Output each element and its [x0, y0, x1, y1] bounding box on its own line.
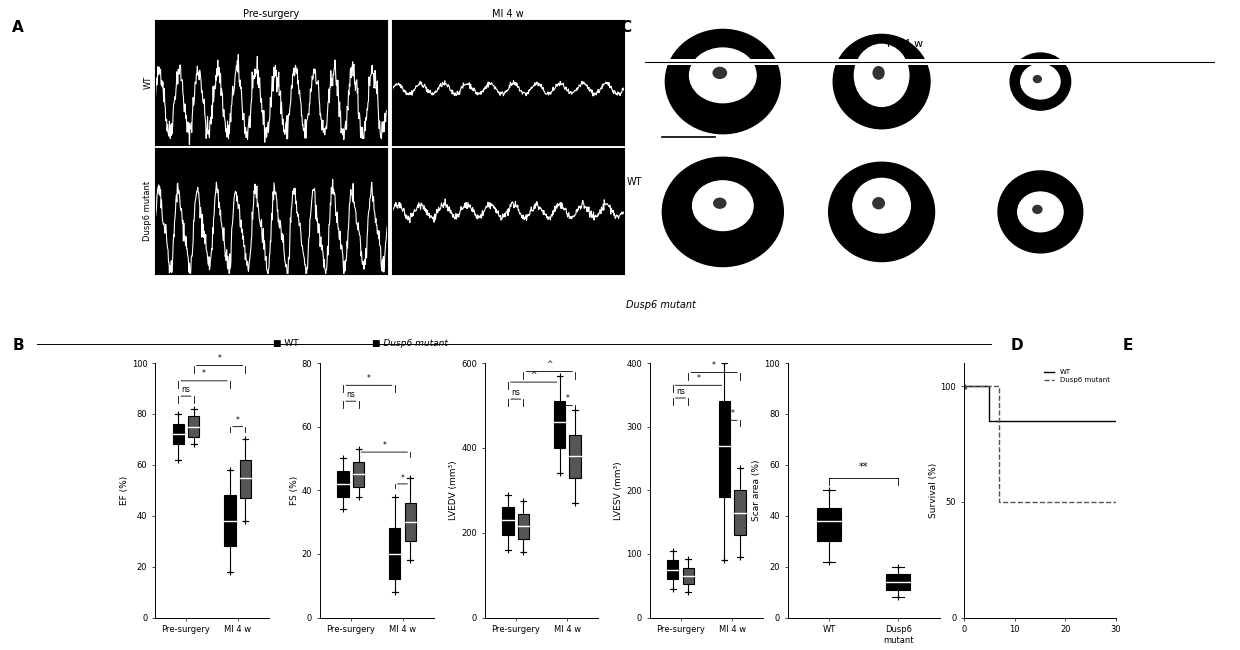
Ellipse shape [873, 67, 884, 79]
Text: ^: ^ [546, 360, 553, 369]
Dusp6 mutant [992, 498, 1007, 506]
Text: D: D [1011, 338, 1023, 353]
Y-axis label: FS (%): FS (%) [290, 476, 299, 505]
Ellipse shape [833, 34, 930, 129]
WT [956, 382, 971, 390]
Ellipse shape [662, 157, 784, 266]
Y-axis label: WT: WT [144, 76, 153, 89]
Legend: WT, Dusp6 mutant: WT, Dusp6 mutant [1042, 367, 1112, 386]
FancyBboxPatch shape [554, 401, 565, 448]
Text: ■ WT: ■ WT [273, 339, 299, 348]
Ellipse shape [1018, 192, 1063, 232]
Text: *: * [218, 354, 222, 363]
FancyBboxPatch shape [337, 471, 348, 497]
Y-axis label: Scar area (%): Scar area (%) [753, 460, 761, 521]
FancyBboxPatch shape [353, 462, 365, 487]
Ellipse shape [689, 48, 756, 103]
FancyBboxPatch shape [239, 460, 252, 498]
Ellipse shape [1011, 53, 1070, 110]
FancyBboxPatch shape [172, 424, 184, 445]
Text: *: * [565, 395, 569, 403]
Ellipse shape [853, 178, 910, 233]
Text: E: E [1122, 338, 1132, 353]
Text: B: B [12, 338, 24, 353]
FancyBboxPatch shape [404, 503, 415, 541]
FancyBboxPatch shape [817, 508, 841, 541]
Text: ns: ns [181, 385, 191, 394]
Text: *: * [236, 416, 239, 424]
Ellipse shape [854, 44, 909, 107]
WT [1109, 417, 1123, 424]
Ellipse shape [1033, 75, 1042, 83]
Y-axis label: Survival (%): Survival (%) [929, 463, 937, 518]
FancyBboxPatch shape [887, 574, 910, 590]
Ellipse shape [828, 162, 935, 261]
FancyBboxPatch shape [667, 560, 678, 579]
Text: ns: ns [511, 388, 520, 397]
Text: *: * [712, 361, 715, 370]
Title: Pre-surgery: Pre-surgery [243, 8, 299, 19]
Text: ^: ^ [531, 370, 537, 380]
Text: C: C [620, 20, 631, 34]
Text: *: * [202, 369, 206, 378]
Dusp6 mutant [956, 382, 971, 390]
Ellipse shape [1033, 205, 1042, 213]
WT [982, 382, 997, 390]
Line: WT: WT [963, 386, 1116, 421]
FancyBboxPatch shape [518, 514, 529, 539]
Ellipse shape [1021, 64, 1060, 99]
Ellipse shape [873, 198, 884, 209]
Text: *: * [730, 410, 734, 419]
FancyBboxPatch shape [734, 490, 745, 535]
FancyBboxPatch shape [389, 528, 401, 579]
Text: ■ Dusp6 mutant: ■ Dusp6 mutant [372, 339, 448, 348]
Text: A: A [12, 20, 24, 34]
Text: **: ** [859, 462, 868, 472]
Ellipse shape [693, 181, 753, 231]
Ellipse shape [998, 171, 1083, 253]
Y-axis label: EF (%): EF (%) [120, 476, 129, 505]
WT [982, 417, 997, 424]
Text: ns: ns [346, 390, 356, 399]
Text: WT: WT [626, 177, 642, 187]
FancyBboxPatch shape [719, 401, 730, 497]
Text: Dusp6 mutant: Dusp6 mutant [626, 300, 696, 311]
Ellipse shape [714, 198, 725, 208]
Text: MI 4 w: MI 4 w [887, 39, 924, 49]
Text: *: * [382, 441, 387, 450]
Y-axis label: LVEDV (mm³): LVEDV (mm³) [449, 460, 459, 520]
FancyBboxPatch shape [188, 417, 200, 437]
FancyBboxPatch shape [224, 495, 236, 546]
Y-axis label: LVESV (mm³): LVESV (mm³) [614, 461, 624, 519]
FancyBboxPatch shape [569, 435, 580, 478]
Text: *: * [697, 374, 701, 383]
Ellipse shape [666, 29, 780, 134]
Line: Dusp6 mutant: Dusp6 mutant [963, 386, 1116, 502]
FancyBboxPatch shape [682, 568, 694, 584]
Dusp6 mutant [1109, 498, 1123, 506]
Text: ns: ns [676, 387, 684, 396]
FancyBboxPatch shape [502, 507, 513, 535]
Ellipse shape [713, 68, 727, 79]
Dusp6 mutant [992, 382, 1007, 390]
Text: *: * [367, 374, 371, 383]
Title: MI 4 w: MI 4 w [492, 8, 523, 19]
Text: *: * [401, 474, 404, 482]
Y-axis label: Dusp6 mutant: Dusp6 mutant [144, 181, 153, 241]
